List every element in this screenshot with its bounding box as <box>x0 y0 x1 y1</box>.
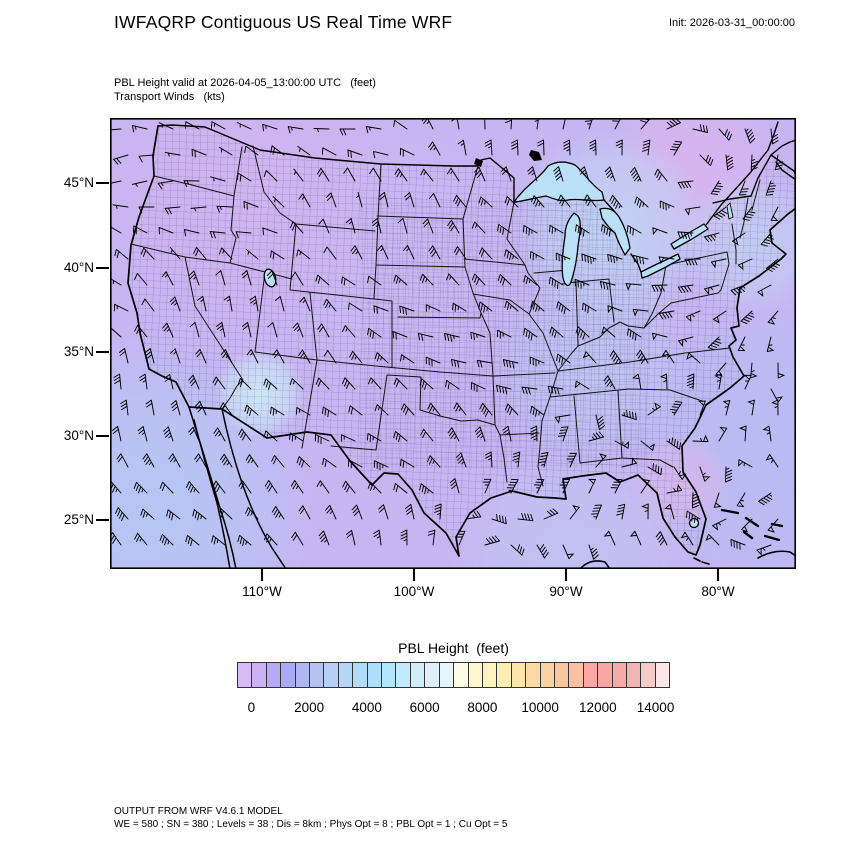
colorbar-cell <box>454 663 469 687</box>
lake-champlain <box>726 202 734 220</box>
colorbar-cell <box>382 663 397 687</box>
lat-tick-mark <box>96 351 109 353</box>
colorbar-cell <box>324 663 339 687</box>
colorbar-cell <box>338 663 354 687</box>
colorbar-tick-label: 8000 <box>467 700 498 715</box>
lake-huron <box>599 207 631 256</box>
colorbar-tick-label: 12000 <box>579 700 617 715</box>
lat-tick-label: 30°N <box>63 428 94 443</box>
colorbar-cell <box>511 663 527 687</box>
colorbar-cell <box>353 663 368 687</box>
colorbar-cell <box>252 663 267 687</box>
lon-tick-label: 90°W <box>549 584 583 599</box>
lake-ontario <box>670 223 709 250</box>
lon-tick-mark <box>413 569 415 581</box>
colorbar-cell <box>281 663 296 687</box>
colorbar-cell <box>482 663 498 687</box>
model-footer-line2: WE = 580 ; SN = 380 ; Levels = 38 ; Dis … <box>114 819 508 830</box>
colorbar-cell <box>425 663 440 687</box>
colorbar-cell <box>310 663 325 687</box>
colorbar-tick-label: 2000 <box>294 700 325 715</box>
colorbar <box>237 662 670 688</box>
lat-tick-label: 40°N <box>63 260 94 275</box>
colorbar-cell <box>641 663 656 687</box>
lon-tick-label: 80°W <box>701 584 735 599</box>
colorbar-tick-label: 10000 <box>521 700 559 715</box>
wind-barbs-layer <box>105 113 786 560</box>
cuba-coast <box>579 550 797 570</box>
lake-superior <box>513 161 605 203</box>
colorbar-tick-label: 14000 <box>636 700 675 715</box>
lat-tick-mark <box>96 435 109 437</box>
colorbar-cell <box>598 663 613 687</box>
islands <box>720 508 784 542</box>
canada-border <box>157 121 797 273</box>
map-frame <box>110 118 797 569</box>
lat-tick-label: 45°N <box>63 175 94 190</box>
colorbar-tick-label: 6000 <box>409 700 440 715</box>
init-timestamp: Init: 2026-03-31_00:00:00 <box>669 17 795 29</box>
lake-erie <box>640 253 681 279</box>
state-borders <box>130 145 761 487</box>
colorbar-tick-label: 4000 <box>351 700 382 715</box>
colorbar-cell <box>439 663 455 687</box>
small-north-lakes <box>474 150 542 167</box>
colorbar-cell <box>526 663 541 687</box>
page-title: IWFAQRP Contiguous US Real Time WRF <box>114 12 453 32</box>
lat-tick-mark <box>96 182 109 184</box>
colorbar-cell <box>367 663 383 687</box>
colorbar-cell <box>612 663 627 687</box>
wind-barbs <box>105 113 786 560</box>
colorbar-cell <box>569 663 584 687</box>
lat-tick-mark <box>96 519 109 521</box>
colorbar-cell <box>497 663 512 687</box>
colorbar-cell <box>266 663 282 687</box>
colorbar-cell <box>295 663 311 687</box>
map-panel <box>0 28 850 678</box>
lon-tick-label: 100°W <box>393 584 435 599</box>
valid-time-subtitle: PBL Height valid at 2026-04-05_13:00:00 … <box>114 77 376 89</box>
colorbar-cell <box>554 663 570 687</box>
lon-tick-mark <box>565 569 567 581</box>
colorbar-cell <box>540 663 555 687</box>
colorbar-cell <box>626 663 642 687</box>
lon-tick-mark <box>261 569 263 581</box>
colorbar-cell <box>468 663 483 687</box>
lat-tick-label: 25°N <box>63 512 94 527</box>
colorbar-cell <box>410 663 426 687</box>
model-footer-line1: OUTPUT FROM WRF V4.6.1 MODEL <box>114 806 283 817</box>
lat-tick-mark <box>96 267 109 269</box>
colorbar-cell <box>396 663 411 687</box>
lat-tick-label: 35°N <box>63 344 94 359</box>
lon-tick-mark <box>717 569 719 581</box>
lon-tick-label: 110°W <box>242 584 282 599</box>
colorbar-cell <box>238 663 253 687</box>
weather-map <box>0 28 850 678</box>
colorbar-cell <box>583 663 599 687</box>
colorbar-cell <box>655 663 670 687</box>
colorbar-title: PBL Height (feet) <box>398 640 509 656</box>
transport-winds-subtitle: Transport Winds (kts) <box>114 91 225 103</box>
colorbar-tick-label: 0 <box>247 700 256 715</box>
